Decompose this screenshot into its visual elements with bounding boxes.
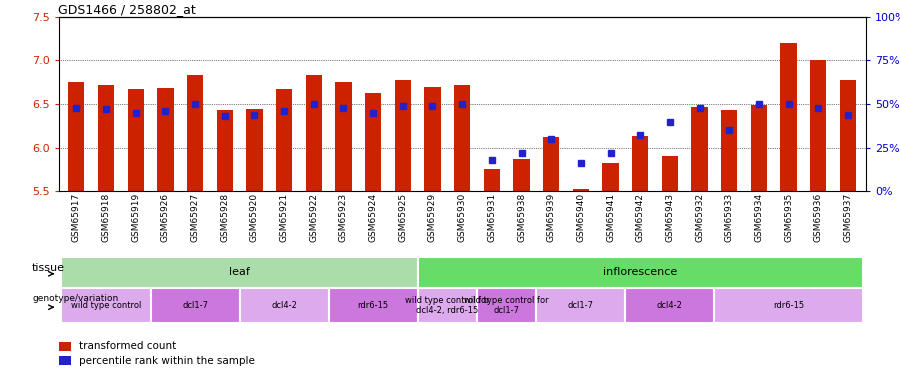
Text: rdr6-15: rdr6-15: [773, 301, 805, 310]
Bar: [418, 257, 863, 288]
Bar: [58, 342, 71, 351]
Text: GSM65930: GSM65930: [457, 193, 466, 243]
Bar: [691, 106, 707, 191]
Bar: [454, 85, 471, 191]
Bar: [780, 43, 796, 191]
Bar: [276, 89, 292, 191]
Bar: [217, 110, 233, 191]
Bar: [810, 60, 826, 191]
Text: GSM65940: GSM65940: [576, 193, 585, 242]
Bar: [477, 288, 536, 323]
Text: GSM65943: GSM65943: [665, 193, 674, 242]
Text: GSM65925: GSM65925: [399, 193, 408, 242]
Text: dcl4-2: dcl4-2: [657, 301, 683, 310]
Bar: [662, 156, 678, 191]
Bar: [61, 288, 150, 323]
Text: GSM65921: GSM65921: [280, 193, 289, 242]
Bar: [128, 89, 144, 191]
Text: GSM65918: GSM65918: [102, 193, 111, 243]
Text: GSM65917: GSM65917: [72, 193, 81, 243]
Bar: [158, 88, 174, 191]
Text: GSM65937: GSM65937: [843, 193, 852, 243]
Bar: [715, 288, 863, 323]
Bar: [364, 93, 382, 191]
Text: GDS1466 / 258802_at: GDS1466 / 258802_at: [58, 3, 196, 16]
Text: GSM65922: GSM65922: [310, 193, 319, 242]
Text: tissue: tissue: [32, 262, 65, 273]
Bar: [187, 75, 203, 191]
Text: dcl1-7: dcl1-7: [182, 301, 208, 310]
Bar: [150, 288, 239, 323]
Text: GSM65931: GSM65931: [487, 193, 496, 243]
Bar: [394, 80, 411, 191]
Text: GSM65919: GSM65919: [131, 193, 140, 243]
Text: dcl1-7: dcl1-7: [568, 301, 594, 310]
Bar: [543, 137, 560, 191]
Bar: [98, 85, 114, 191]
Bar: [239, 288, 328, 323]
Bar: [306, 75, 322, 191]
Bar: [572, 189, 589, 191]
Bar: [536, 288, 626, 323]
Bar: [483, 170, 500, 191]
Bar: [751, 105, 767, 191]
Bar: [61, 257, 418, 288]
Text: inflorescence: inflorescence: [603, 267, 678, 277]
Bar: [840, 80, 856, 191]
Bar: [68, 82, 85, 191]
Bar: [513, 159, 530, 191]
Text: dcl4-2: dcl4-2: [271, 301, 297, 310]
Text: wild type control for
dcl4-2, rdr6-15: wild type control for dcl4-2, rdr6-15: [405, 296, 490, 315]
Text: GSM65938: GSM65938: [517, 193, 526, 243]
Text: GSM65935: GSM65935: [784, 193, 793, 243]
Text: GSM65929: GSM65929: [428, 193, 437, 242]
Text: genotype/variation: genotype/variation: [32, 294, 119, 303]
Text: GSM65939: GSM65939: [546, 193, 555, 243]
Text: leaf: leaf: [230, 267, 250, 277]
Text: GSM65920: GSM65920: [250, 193, 259, 242]
Text: GSM65936: GSM65936: [814, 193, 823, 243]
Text: GSM65923: GSM65923: [339, 193, 348, 242]
Text: percentile rank within the sample: percentile rank within the sample: [79, 356, 255, 366]
Text: GSM65942: GSM65942: [635, 193, 644, 242]
Bar: [58, 356, 71, 364]
Text: GSM65926: GSM65926: [161, 193, 170, 242]
Text: transformed count: transformed count: [79, 341, 176, 351]
Bar: [424, 87, 441, 191]
Bar: [602, 164, 618, 191]
Bar: [626, 288, 715, 323]
Text: wild type control: wild type control: [71, 301, 141, 310]
Bar: [247, 109, 263, 191]
Bar: [336, 82, 352, 191]
Text: rdr6-15: rdr6-15: [357, 301, 389, 310]
Text: GSM65934: GSM65934: [754, 193, 763, 242]
Text: GSM65924: GSM65924: [369, 193, 378, 242]
Text: GSM65932: GSM65932: [695, 193, 704, 242]
Text: GSM65933: GSM65933: [724, 193, 733, 243]
Bar: [328, 288, 418, 323]
Text: GSM65927: GSM65927: [191, 193, 200, 242]
Text: GSM65928: GSM65928: [220, 193, 230, 242]
Text: wild type control for
dcl1-7: wild type control for dcl1-7: [464, 296, 549, 315]
Bar: [721, 110, 737, 191]
Bar: [632, 136, 648, 191]
Bar: [418, 288, 477, 323]
Text: GSM65941: GSM65941: [606, 193, 615, 242]
